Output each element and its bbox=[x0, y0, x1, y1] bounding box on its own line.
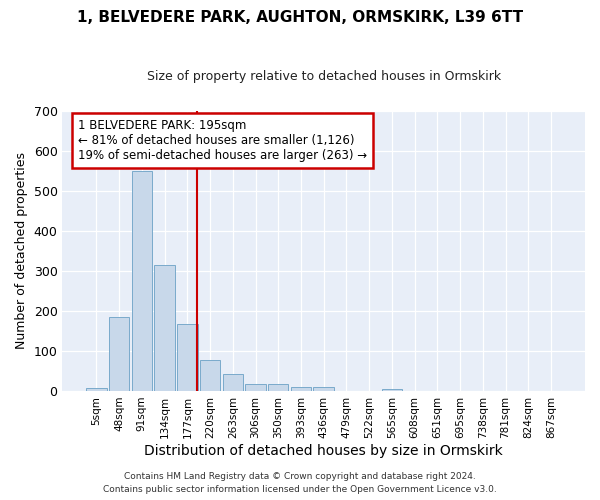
Text: Contains HM Land Registry data © Crown copyright and database right 2024.
Contai: Contains HM Land Registry data © Crown c… bbox=[103, 472, 497, 494]
Bar bbox=[86, 388, 107, 391]
Bar bbox=[268, 384, 289, 391]
Text: 1 BELVEDERE PARK: 195sqm
← 81% of detached houses are smaller (1,126)
19% of sem: 1 BELVEDERE PARK: 195sqm ← 81% of detach… bbox=[78, 119, 367, 162]
Bar bbox=[223, 374, 243, 391]
Bar bbox=[291, 387, 311, 391]
X-axis label: Distribution of detached houses by size in Ormskirk: Distribution of detached houses by size … bbox=[145, 444, 503, 458]
Bar bbox=[200, 360, 220, 391]
Bar bbox=[382, 388, 402, 391]
Bar bbox=[154, 265, 175, 391]
Y-axis label: Number of detached properties: Number of detached properties bbox=[15, 152, 28, 350]
Title: Size of property relative to detached houses in Ormskirk: Size of property relative to detached ho… bbox=[146, 70, 501, 83]
Text: 1, BELVEDERE PARK, AUGHTON, ORMSKIRK, L39 6TT: 1, BELVEDERE PARK, AUGHTON, ORMSKIRK, L3… bbox=[77, 10, 523, 25]
Bar bbox=[177, 324, 197, 391]
Bar bbox=[313, 386, 334, 391]
Bar bbox=[131, 170, 152, 391]
Bar bbox=[245, 384, 266, 391]
Bar bbox=[109, 317, 130, 391]
